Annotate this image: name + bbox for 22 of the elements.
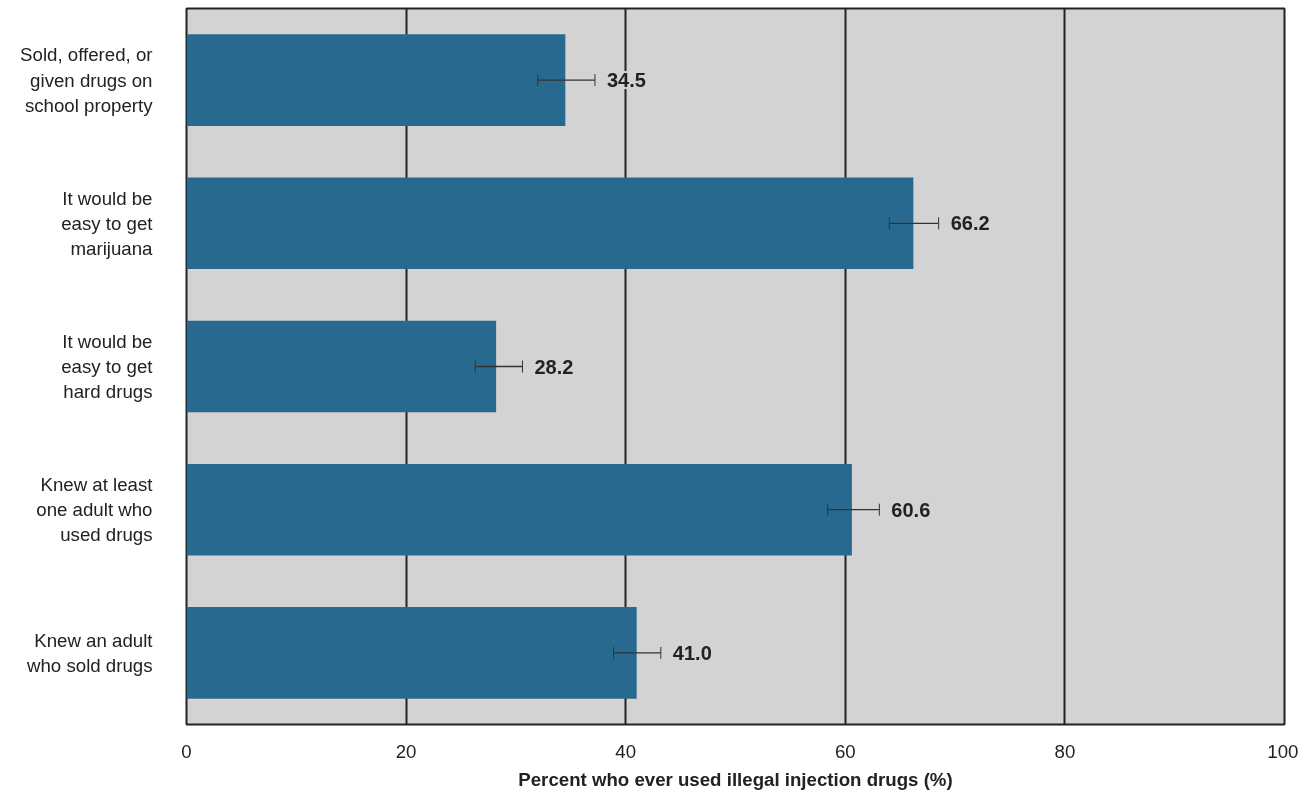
y-tick-label: Knew an adult who sold drugs [26,629,154,676]
y-tick-label: It would be easy to get marijuana [61,187,154,259]
data-label: 28.2 [534,355,574,378]
x-tick-label: 100 [1267,740,1298,762]
x-tick-label: 20 [395,740,417,762]
bar [186,463,852,556]
bar [186,34,566,126]
data-label: 66.2 [950,212,990,235]
y-tick-label: It would be easy to get hard drugs [61,330,154,403]
data-label: 34.5 [606,69,646,92]
bar [186,607,637,699]
bar [186,177,914,270]
data-label: 60.6 [891,498,931,521]
y-tick-label: Sold, offered, or given drugs on school property [20,44,154,116]
x-axis-title: Percent who ever used illegal injection drugs (%) [518,768,953,790]
bar [186,320,497,413]
y-tick-label: Knew at least one adult who used drugs [36,474,154,546]
x-tick-label: 0 [181,740,192,762]
x-tick-label: 60 [834,740,856,762]
x-tick-label: 40 [615,740,637,762]
data-label: 41.0 [672,641,712,664]
x-tick-label: 80 [1054,740,1076,762]
